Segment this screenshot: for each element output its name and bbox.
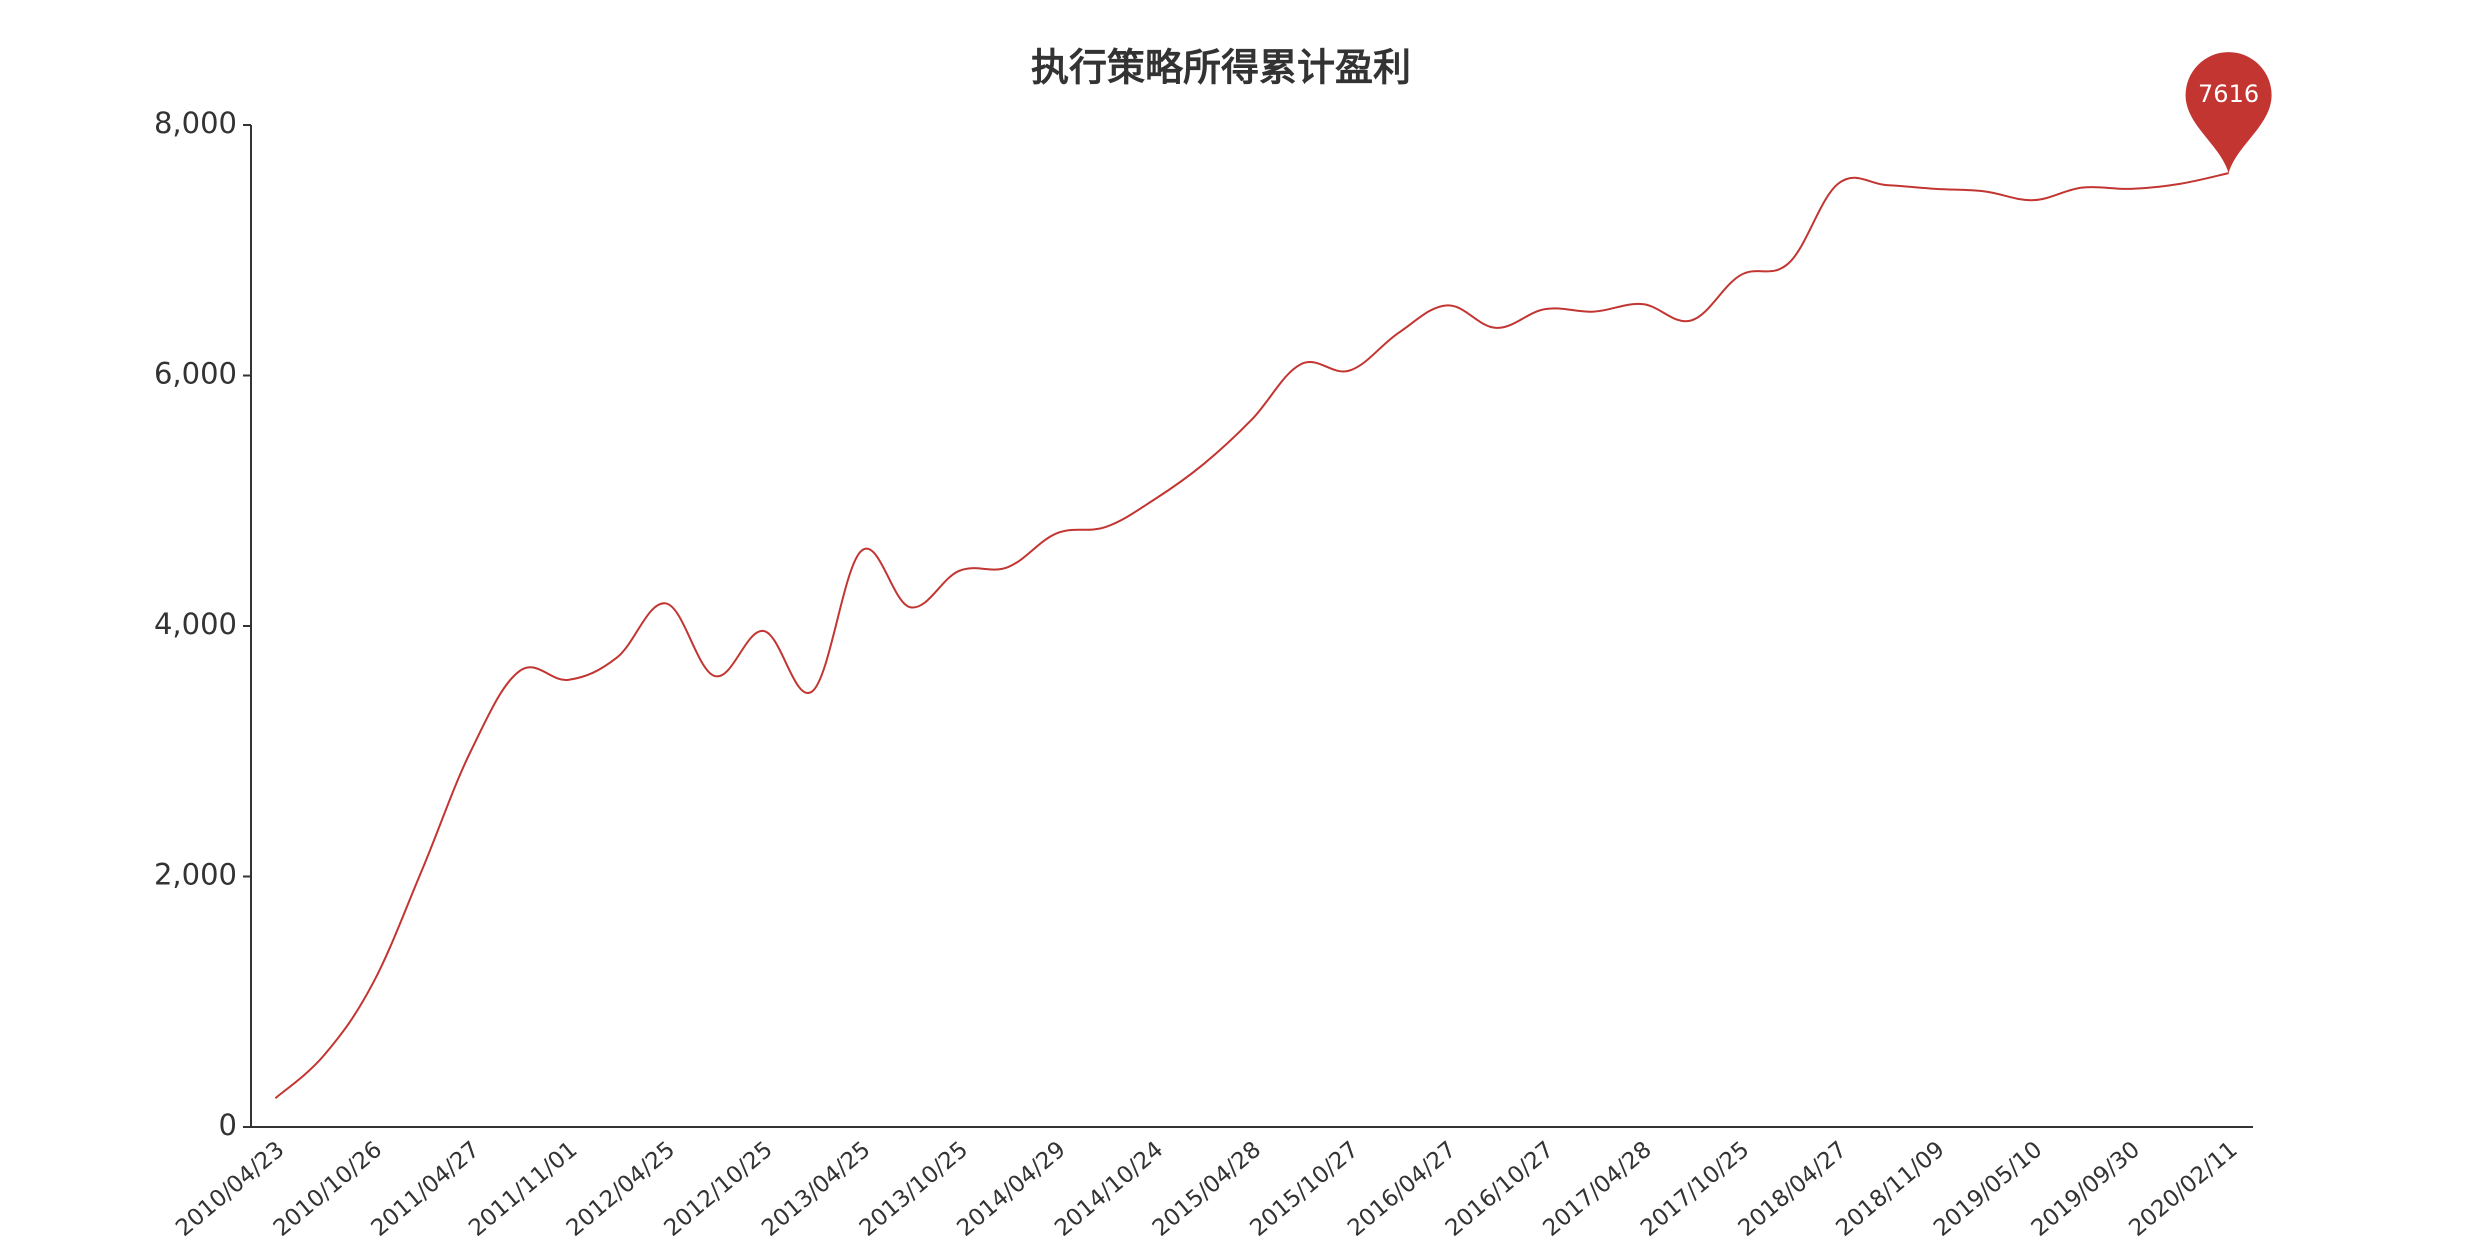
- max-pin-label: 7616: [2198, 80, 2259, 108]
- y-tick-label: 0: [219, 1108, 237, 1142]
- chart-title: 执行策略所得累计盈利: [1031, 46, 1411, 90]
- max-pin: [2185, 52, 2272, 174]
- line: [274, 172, 2229, 1099]
- y-tick-label: 6,000: [154, 357, 237, 391]
- x-tick-label: 2020/02/11: [2124, 1137, 2242, 1239]
- y-tick-label: 4,000: [154, 607, 237, 641]
- y-tick-label: 2,000: [154, 858, 237, 892]
- y-tick-label: 8,000: [154, 106, 237, 140]
